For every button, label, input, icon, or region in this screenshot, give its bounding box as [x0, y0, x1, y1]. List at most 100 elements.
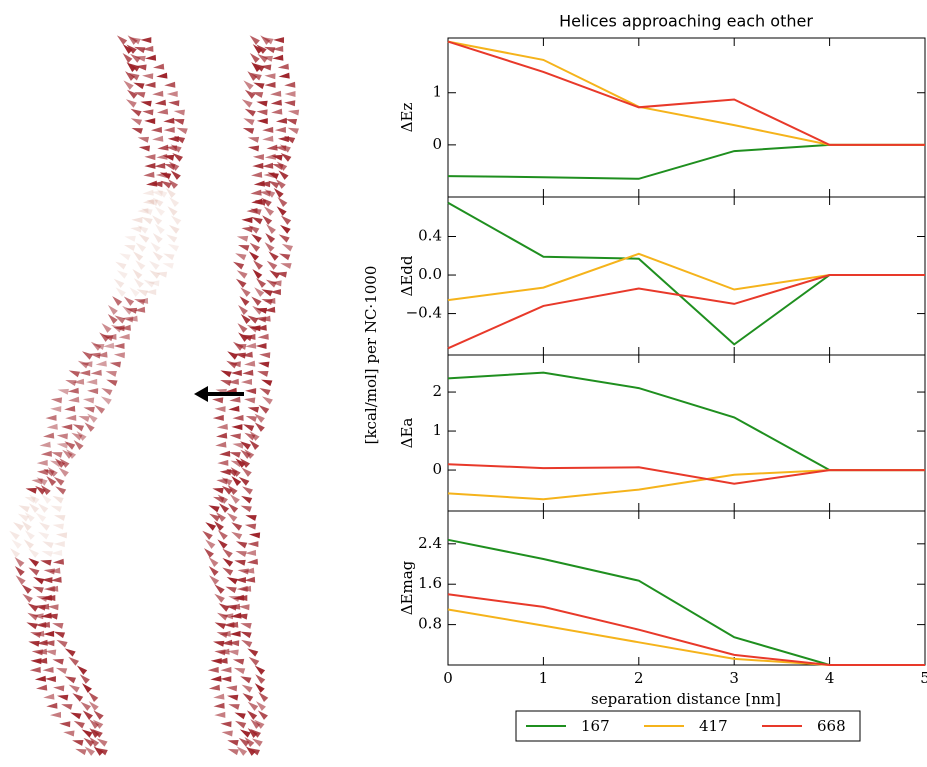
cone: [254, 422, 265, 432]
cone: [144, 118, 156, 125]
cone: [126, 44, 137, 54]
cone: [236, 613, 248, 620]
cone: [176, 127, 188, 135]
cone: [126, 89, 138, 99]
cone: [52, 658, 64, 665]
cone: [101, 323, 112, 333]
cone: [255, 343, 267, 349]
cone: [238, 332, 249, 342]
helix-illustration: [9, 35, 300, 756]
cone: [138, 145, 151, 152]
cone: [149, 270, 161, 279]
cone: [216, 432, 228, 439]
plot-frame: [447, 510, 926, 666]
cone: [237, 568, 249, 575]
cone: [35, 512, 47, 522]
cone: [156, 72, 168, 79]
cone: [50, 406, 62, 413]
cone: [49, 567, 61, 574]
cone: [67, 387, 79, 394]
series-line: [447, 40, 925, 146]
cone: [26, 622, 38, 630]
cone: [122, 53, 133, 63]
cone: [41, 577, 53, 584]
cone: [138, 233, 150, 243]
cone: [168, 224, 180, 234]
x-axis-label: separation distance [nm]: [591, 690, 781, 708]
cone: [79, 674, 90, 684]
cone: [130, 226, 142, 233]
cone: [228, 704, 240, 710]
cone: [40, 612, 52, 619]
cone: [238, 476, 250, 486]
legend-label: 167: [581, 717, 610, 735]
cone: [235, 458, 246, 468]
legend: 167 417 668: [515, 710, 861, 742]
cone: [122, 316, 134, 323]
cone: [247, 71, 258, 81]
cone: [113, 343, 125, 349]
cone: [229, 433, 241, 440]
cone: [280, 152, 292, 162]
cone: [252, 162, 264, 169]
cone: [82, 710, 93, 720]
cone: [140, 37, 152, 44]
cone: [70, 712, 82, 720]
cone: [217, 459, 229, 466]
cone: [168, 179, 179, 189]
series-line: [447, 143, 925, 180]
cone: [271, 108, 283, 115]
cone: [152, 251, 163, 261]
cone: [122, 44, 133, 54]
cone: [89, 719, 100, 729]
cone: [277, 197, 288, 207]
cone: [269, 289, 281, 296]
cone: [129, 37, 141, 45]
cone: [78, 415, 90, 423]
cone: [24, 512, 35, 522]
cone: [262, 162, 274, 169]
cone: [217, 612, 229, 621]
cone: [229, 396, 241, 403]
cone: [218, 603, 230, 612]
cone: [40, 450, 52, 457]
y-axis-label: ΔEdd: [398, 255, 416, 296]
cone: [229, 452, 241, 458]
cone: [227, 485, 238, 495]
cone: [142, 198, 155, 205]
cone: [50, 505, 62, 513]
cone: [254, 287, 265, 297]
cone: [238, 244, 250, 252]
cone: [244, 449, 255, 459]
cone: [247, 541, 259, 548]
cone: [105, 333, 117, 340]
cone: [35, 648, 48, 655]
cone: [14, 557, 25, 567]
x-tick-label: 2: [634, 669, 644, 687]
cone: [51, 549, 63, 556]
cone: [40, 559, 52, 566]
cone: [232, 658, 245, 665]
cone: [264, 189, 276, 198]
cone: [210, 675, 222, 682]
cone: [27, 612, 39, 621]
cone: [273, 188, 284, 198]
cone: [135, 242, 147, 252]
cone: [272, 45, 284, 52]
cone: [153, 63, 165, 70]
cone: [44, 595, 56, 601]
cone: [265, 279, 277, 288]
cone: [32, 586, 44, 594]
cone: [50, 711, 62, 718]
cone: [46, 613, 58, 620]
cone: [215, 441, 227, 448]
cone: [248, 251, 259, 261]
cone: [214, 406, 226, 413]
cone: [229, 603, 241, 610]
arrow: [194, 386, 244, 402]
cone: [277, 63, 289, 70]
cone: [210, 658, 222, 665]
cone: [240, 505, 252, 513]
cone: [259, 315, 271, 322]
cone: [255, 674, 266, 684]
